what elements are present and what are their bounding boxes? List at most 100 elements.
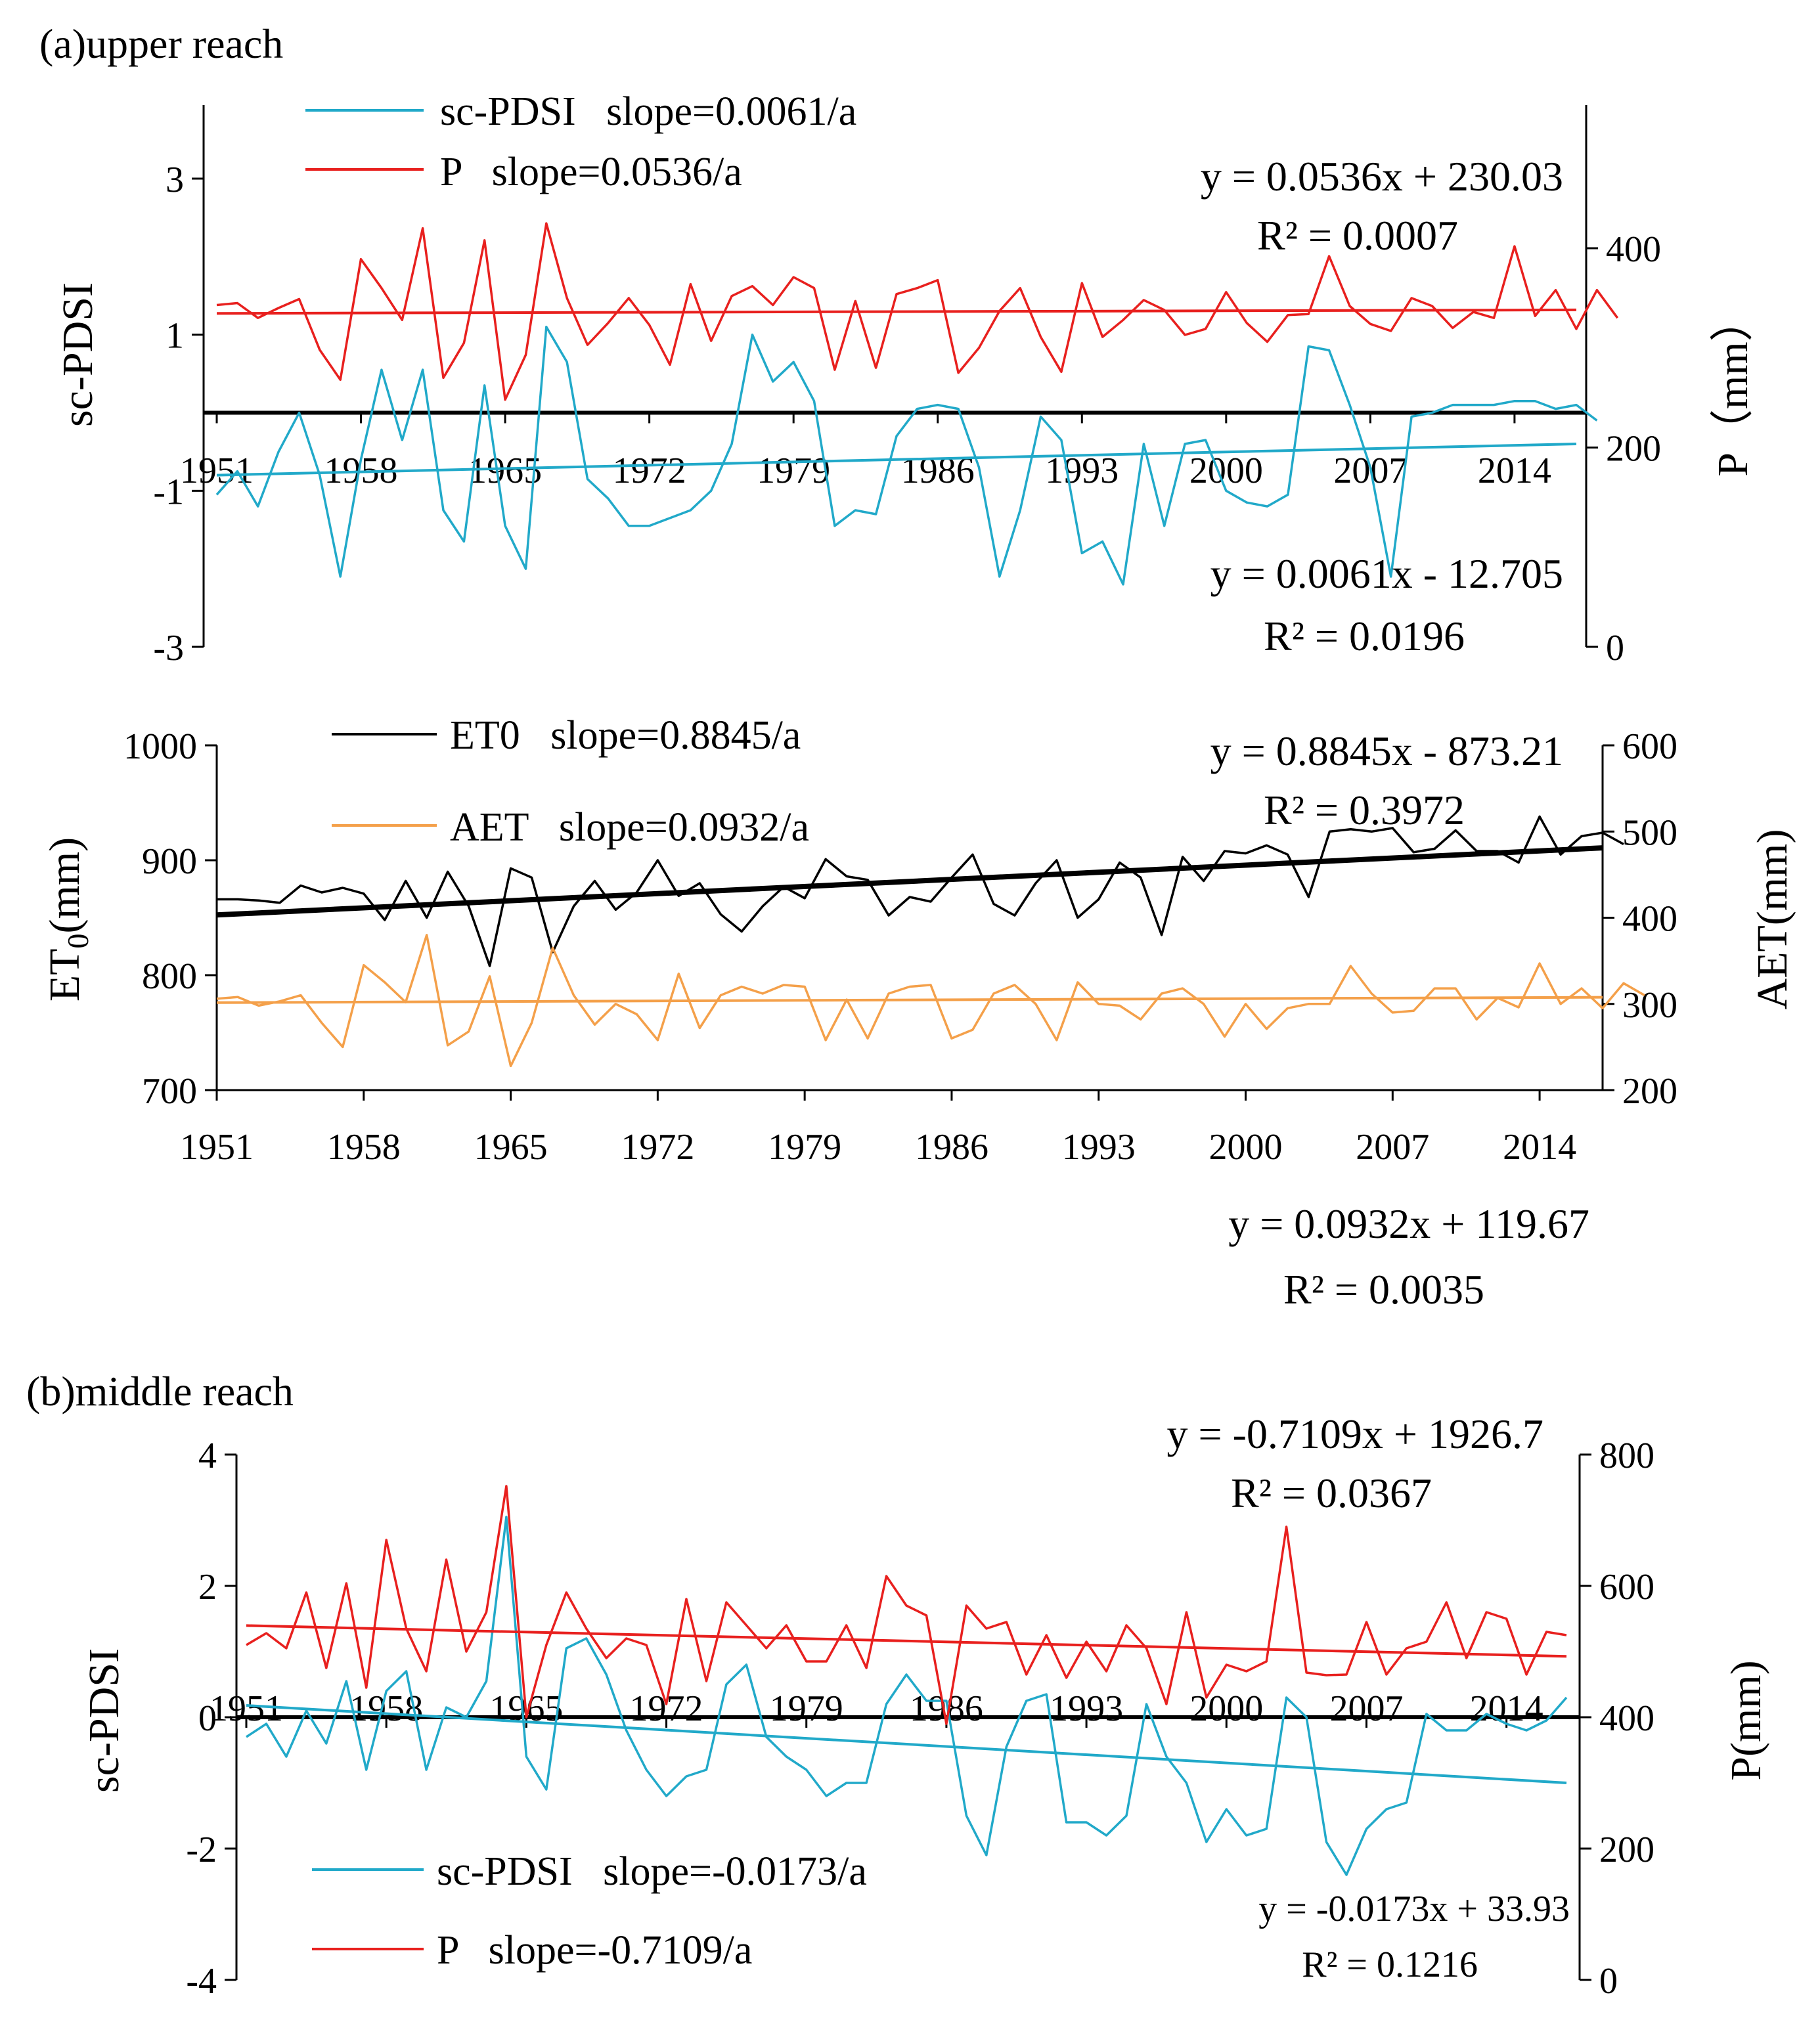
x-ticks: 1951 1958 1965 1972 1979 1986 1993 2000 2007 2014 [180, 412, 1551, 491]
equation-et0: y = 0.8845x - 873.21 [1210, 728, 1563, 774]
r2-scpdsi: R² = 0.0196 [1264, 613, 1465, 659]
x-tick-label: 1979 [770, 1688, 843, 1729]
left-axis-label: sc-PDSI [54, 282, 102, 427]
legend-p: P slope=0.0536/a [440, 150, 742, 194]
right-tick-label: 300 [1622, 985, 1677, 1026]
left-axis-label: sc-PDSI [80, 1648, 128, 1793]
x-tick-label: 1965 [474, 1127, 548, 1168]
x-tick-label: 1965 [468, 450, 542, 491]
x-tick-label: 1958 [327, 1127, 401, 1168]
x-tick-label: 2007 [1329, 1688, 1403, 1729]
legend-scpdsi: sc-PDSI slope=-0.0173/a [437, 1849, 867, 1894]
r2-scpdsi: R² = 0.1216 [1302, 1944, 1478, 1985]
left-tick-label: 2 [198, 1567, 217, 1608]
left-tick-label: 800 [142, 956, 197, 997]
left-tick-label: 1 [166, 316, 184, 357]
x-tick-label: 2000 [1209, 1127, 1283, 1168]
left-axis-label: ET0(mm) [41, 837, 95, 1001]
right-tick-label: 800 [1599, 1436, 1654, 1476]
right-ticks: 800 600 400 200 0 [1580, 1436, 1654, 2002]
right-axis-label: P(mm) [1722, 1660, 1770, 1780]
x-tick-label: 1951 [180, 450, 254, 491]
aet-line [216, 934, 1645, 1068]
right-tick-label: 400 [1599, 1698, 1654, 1739]
equation-p: y = -0.7109x + 1926.7 [1167, 1411, 1544, 1457]
x-tick-label: 1986 [901, 450, 975, 491]
right-tick-label: 0 [1599, 1961, 1618, 2002]
legend-aet: AET slope=0.0932/a [450, 805, 809, 850]
x-tick-label: 1993 [1045, 450, 1119, 491]
x-tick-label: 1972 [621, 1127, 694, 1168]
sc-pdsi-line [215, 326, 1598, 586]
right-tick-label: 600 [1599, 1567, 1654, 1608]
r2-p: R² = 0.0007 [1257, 212, 1458, 259]
right-ticks: 400 200 0 [1586, 229, 1661, 669]
right-tick-label: 200 [1606, 429, 1661, 470]
series-lines [204, 222, 1619, 586]
x-tick-label: 2000 [1189, 1688, 1263, 1729]
et0-trend-line [216, 845, 1603, 918]
x-tick-label: 1993 [1050, 1688, 1123, 1729]
equation-p: y = 0.0536x + 230.03 [1201, 153, 1563, 200]
r2-p: R² = 0.0367 [1231, 1470, 1432, 1516]
right-tick-label: 500 [1622, 812, 1677, 853]
p-trend-line [246, 1624, 1567, 1658]
left-ticks: 4 2 0 -2 -4 [186, 1436, 236, 2002]
left-tick-label: 4 [198, 1436, 217, 1476]
left-ticks: 1000 900 800 700 [123, 726, 217, 1112]
right-axis-label: AET(mm) [1748, 829, 1796, 1010]
right-ticks: 600 500 400 300 200 [1603, 726, 1677, 1112]
left-tick-label: 3 [166, 160, 184, 200]
right-tick-label: 400 [1622, 899, 1677, 940]
left-tick-label: 700 [142, 1071, 197, 1112]
x-tick-label: 1979 [768, 1127, 841, 1168]
sc-pdsi-trend-line [216, 443, 1577, 477]
r2-aet: R² = 0.0035 [1283, 1266, 1484, 1313]
legend-et0: ET0 slope=0.8845/a [450, 713, 801, 758]
x-tick-label: 1972 [630, 1688, 703, 1729]
equation-aet: y = 0.0932x + 119.67 [1228, 1200, 1589, 1247]
panel-b-title: (b)middle reach [26, 1368, 294, 1415]
x-tick-label: 1951 [180, 1127, 254, 1168]
series-lines [236, 1485, 1580, 1876]
x-tick-label: 2014 [1470, 1688, 1543, 1729]
right-tick-label: 200 [1622, 1071, 1677, 1112]
series-lines [216, 815, 1645, 1068]
equation-scpdsi: y = 0.0061x - 12.705 [1210, 550, 1563, 597]
right-tick-label: 200 [1599, 1830, 1654, 1870]
x-ticks: 1951 1958 1965 1972 1979 1986 1993 2000 2007 2014 [210, 1688, 1543, 1729]
x-tick-label: 1951 [210, 1688, 283, 1729]
left-tick-label: 900 [142, 841, 197, 882]
right-tick-label: 400 [1606, 229, 1661, 270]
x-tick-label: 2000 [1189, 450, 1263, 491]
x-tick-label: 1972 [613, 450, 686, 491]
x-tick-label: 2014 [1478, 450, 1551, 491]
right-tick-label: 600 [1622, 726, 1677, 767]
left-tick-label: -3 [153, 628, 184, 669]
left-ticks: 3 1 -1 -3 [153, 160, 204, 669]
x-ticks: 1951 1958 1965 1972 1979 1986 1993 2000 2007 2014 [180, 1090, 1576, 1168]
p-line [246, 1485, 1567, 1725]
x-tick-label: 1986 [915, 1127, 988, 1168]
right-axis-label: P（mm） [1709, 298, 1757, 476]
left-tick-label: 0 [198, 1698, 217, 1739]
left-tick-label: 1000 [123, 726, 197, 767]
left-tick-label: -1 [153, 472, 184, 512]
equation-scpdsi: y = -0.0173x + 33.93 [1258, 1889, 1570, 1929]
p-line [216, 222, 1619, 401]
right-tick-label: 0 [1606, 628, 1624, 669]
aet-trend-line [216, 996, 1603, 1004]
left-tick-label: -2 [186, 1830, 217, 1870]
panel-a-title: (a)upper reach [39, 20, 283, 67]
p-trend-line [216, 308, 1577, 315]
x-tick-label: 2007 [1356, 1127, 1429, 1168]
x-tick-label: 2014 [1503, 1127, 1576, 1168]
x-tick-label: 1993 [1062, 1127, 1136, 1168]
x-tick-label: 1979 [757, 450, 830, 491]
legend-scpdsi: sc-PDSI slope=0.0061/a [440, 89, 856, 134]
r2-et0: R² = 0.3972 [1264, 787, 1465, 833]
